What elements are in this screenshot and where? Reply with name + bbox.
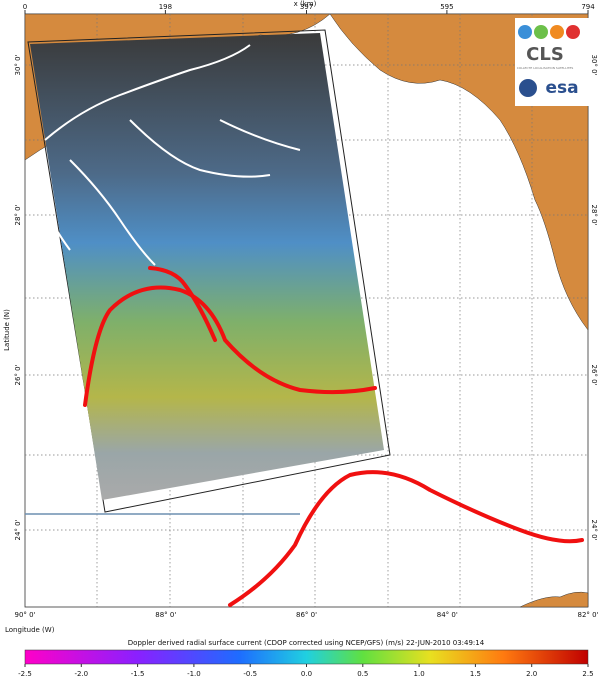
colorbar-tick-label: 1.5: [470, 670, 481, 678]
colorbar-tick-label: 2.0: [526, 670, 537, 678]
longitude-tick-label: 90° 0': [14, 611, 35, 619]
x-tick-label: 0: [23, 3, 27, 11]
logo-dot: [550, 25, 564, 39]
colorbar-tick-label: -1.5: [131, 670, 145, 678]
colorbar-tick-label: -2.5: [18, 670, 32, 678]
latitude-tick-label: 24° 0': [590, 519, 598, 540]
x-tick-label: 794: [581, 3, 595, 11]
colorbar-tick-label: 0.0: [301, 670, 312, 678]
longitude-label: Longitude (W): [5, 626, 55, 634]
coastline: [39, 44, 301, 266]
x-tick-label: 595: [440, 3, 453, 11]
latitude-tick-label: 26° 0': [590, 364, 598, 385]
logo-esa: esa: [545, 78, 578, 98]
x-axis-label: x (km): [294, 0, 317, 8]
x-tick-label: 397: [300, 3, 313, 11]
latitude-tick-label: 30° 0': [14, 54, 22, 75]
logo-cls: CLS: [526, 44, 564, 65]
colorbar-tick-label: -1.0: [187, 670, 201, 678]
map-area: CLS COLLECTE LOCALISATION SATELLITES esa: [24, 13, 598, 608]
latitude-tick-label: 28° 0': [590, 204, 598, 225]
latitude-tick-label: 28° 0': [14, 204, 22, 225]
logo-dot: [518, 25, 532, 39]
colorbar-tick-label: -0.5: [243, 670, 257, 678]
latitude-label: Latitude (N): [3, 309, 11, 351]
colorbar-tick-label: 0.5: [357, 670, 368, 678]
longitude-tick-label: 88° 0': [155, 611, 176, 619]
latitude-tick-label: 30° 0': [590, 54, 598, 75]
colorbar: [24, 649, 589, 665]
logo-dot: [534, 25, 548, 39]
colorbar-caption: Doppler derived radial surface current (…: [128, 639, 485, 647]
longitude-tick-label: 82° 0': [577, 611, 598, 619]
swath-frame: [27, 29, 391, 513]
colorbar-tick-label: -2.0: [74, 670, 88, 678]
current-arrow: [148, 266, 217, 342]
latitude-tick-label: 26° 0': [14, 364, 22, 385]
logo-esa-mark: [519, 79, 537, 97]
land-cuba: [519, 591, 589, 608]
current-arrow: [228, 470, 584, 607]
current-arrow: [83, 285, 377, 407]
longitude-tick-label: 86° 0': [296, 611, 317, 619]
latitude-tick-label: 24° 0': [14, 519, 22, 540]
x-tick-label: 198: [159, 3, 172, 11]
colorbar-tick-label: 1.0: [414, 670, 425, 678]
logo-cls-sub: COLLECTE LOCALISATION SATELLITES: [517, 66, 574, 70]
colorbar-tick-label: 2.5: [582, 670, 593, 678]
logo-dot: [566, 25, 580, 39]
longitude-tick-label: 84° 0': [437, 611, 458, 619]
